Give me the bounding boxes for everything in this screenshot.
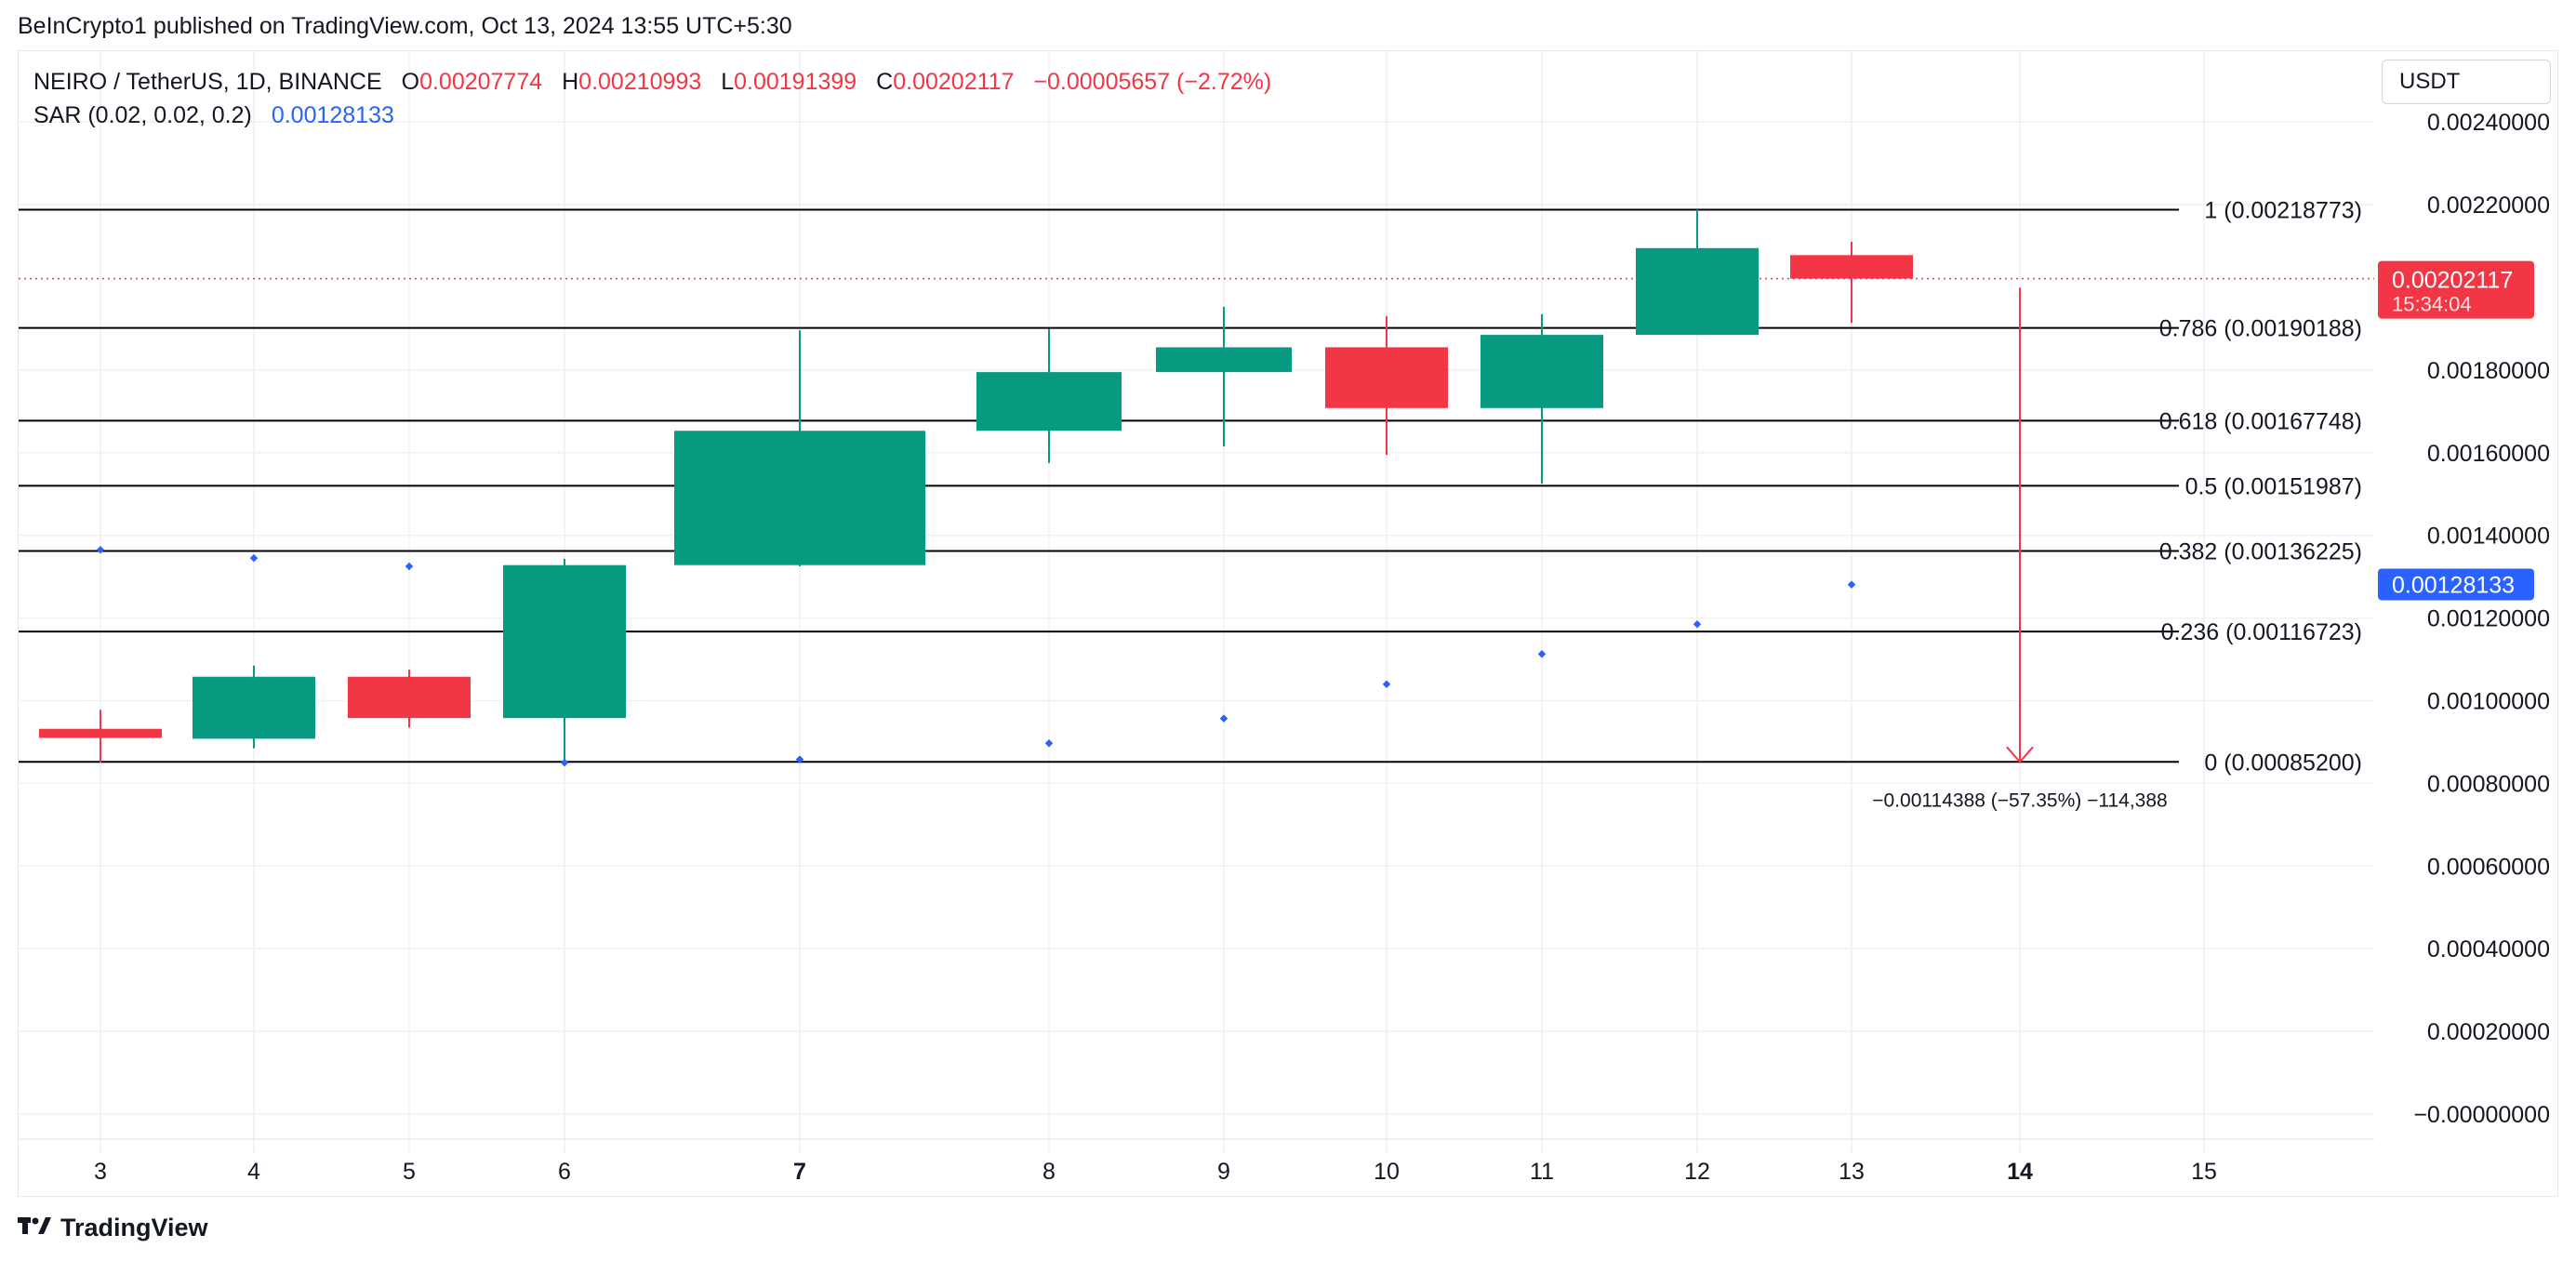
projection-label: −0.00114388 (−57.35%) −114,388 bbox=[1872, 790, 2167, 811]
footer-brand: TradingView bbox=[60, 1214, 208, 1241]
time-tick-label: 12 bbox=[1684, 1159, 1710, 1185]
time-tick-label: 5 bbox=[403, 1159, 416, 1185]
candle-body bbox=[503, 564, 626, 719]
candle-body bbox=[1636, 247, 1759, 336]
sar-dot bbox=[1044, 739, 1054, 748]
last-price-value: 0.00202117 bbox=[2392, 268, 2513, 294]
indicator-legend-row: SAR (0.02, 0.02, 0.2) 0.00128133 bbox=[33, 99, 1271, 132]
high-label: H bbox=[562, 69, 579, 95]
time-tick-label: 3 bbox=[94, 1159, 107, 1185]
sar-dot bbox=[1537, 650, 1547, 658]
price-tick-label: 0.00120000 bbox=[2427, 606, 2550, 632]
fib-level-label: 0.236 (0.00116723) bbox=[2161, 619, 2362, 645]
candle-body bbox=[348, 676, 471, 719]
chart-frame bbox=[18, 50, 2558, 1197]
time-tick-label: 8 bbox=[1042, 1159, 1056, 1185]
price-tick-label: 0.00040000 bbox=[2427, 936, 2550, 962]
candle-body bbox=[1481, 335, 1603, 408]
candle-body bbox=[1790, 255, 1913, 279]
time-tick-label: 11 bbox=[1530, 1159, 1554, 1185]
price-tick-label: 0.00060000 bbox=[2427, 854, 2550, 880]
chart-legend: NEIRO / TetherUS, 1D, BINANCE O0.0020777… bbox=[33, 65, 1271, 132]
tradingview-logo-icon bbox=[18, 1214, 51, 1242]
sar-dot bbox=[1382, 680, 1391, 688]
sar-dot bbox=[560, 758, 569, 767]
sar-dot bbox=[405, 562, 414, 571]
open-value: 0.00207774 bbox=[419, 69, 543, 95]
time-tick-label: 6 bbox=[558, 1159, 571, 1185]
candle-body bbox=[1325, 347, 1448, 408]
high-value: 0.00210993 bbox=[578, 69, 702, 95]
sar-price-value: 0.00128133 bbox=[2392, 572, 2515, 598]
price-tick-label: −0.00000000 bbox=[2413, 1102, 2550, 1128]
grid-lines bbox=[19, 51, 2374, 1153]
sar-dot bbox=[1847, 580, 1856, 589]
sar-dot bbox=[1693, 620, 1702, 629]
low-label: L bbox=[721, 69, 735, 95]
price-tick-label: 0.00220000 bbox=[2427, 192, 2550, 219]
price-tick-label: 0.00100000 bbox=[2427, 689, 2550, 715]
price-axis[interactable]: 0.00240000 0.00220000 0.00180000 0.00160000… bbox=[2378, 110, 2550, 1128]
fib-level-label: 0.5 (0.00151987) bbox=[2185, 473, 2362, 499]
change-value: −0.00005657 (−2.72%) bbox=[1033, 69, 1272, 95]
tradingview-branding: TradingView bbox=[18, 1214, 208, 1242]
publish-attribution: BeInCrypto1 published on TradingView.com… bbox=[18, 13, 792, 39]
fib-level-label: 0.618 (0.00167748) bbox=[2159, 408, 2362, 434]
price-tick-label: 0.00140000 bbox=[2427, 524, 2550, 550]
close-value: 0.00202117 bbox=[893, 69, 1015, 95]
currency-selector[interactable]: USDT bbox=[2382, 60, 2551, 104]
symbol-title[interactable]: NEIRO / TetherUS, 1D, BINANCE bbox=[33, 69, 382, 95]
sar-price-badge bbox=[2378, 568, 2534, 601]
time-axis[interactable]: 3 4 5 6 7 8 9 10 11 12 13 14 15 bbox=[94, 1159, 2217, 1185]
fib-level-label: 0 (0.00085200) bbox=[2204, 750, 2362, 776]
low-value: 0.00191399 bbox=[734, 69, 857, 95]
price-tick-label: 0.00160000 bbox=[2427, 441, 2550, 467]
candle-body bbox=[674, 431, 925, 565]
indicator-value: 0.00128133 bbox=[271, 102, 394, 128]
candle-body bbox=[39, 728, 162, 738]
last-price-countdown: 15:34:04 bbox=[2392, 293, 2472, 316]
sar-dot bbox=[249, 553, 259, 563]
sar-dot bbox=[795, 755, 804, 763]
candles bbox=[39, 209, 1913, 763]
time-tick-label: 15 bbox=[2191, 1159, 2217, 1185]
candle-body bbox=[976, 372, 1122, 431]
time-tick-label: 9 bbox=[1217, 1159, 1230, 1185]
time-tick-label: 13 bbox=[1839, 1159, 1865, 1185]
close-label: C bbox=[876, 69, 894, 95]
sar-dot bbox=[96, 546, 105, 554]
time-tick-label: 10 bbox=[1374, 1159, 1400, 1185]
open-label: O bbox=[401, 69, 420, 95]
fib-level-label: 1 (0.00218773) bbox=[2204, 198, 2362, 224]
time-tick-label: 14 bbox=[2007, 1159, 2033, 1185]
projection-arrow-head bbox=[2006, 746, 2034, 763]
symbol-legend-row: NEIRO / TetherUS, 1D, BINANCE O0.0020777… bbox=[33, 65, 1271, 99]
fib-level-label: 0.382 (0.00136225) bbox=[2159, 538, 2362, 564]
tradingview-logo-svg bbox=[18, 1217, 51, 1234]
price-tick-label: 0.00240000 bbox=[2427, 110, 2550, 136]
candle-body bbox=[1156, 347, 1292, 373]
fib-level-label: 0.786 (0.00190188) bbox=[2159, 316, 2362, 342]
time-tick-label: 7 bbox=[793, 1159, 806, 1185]
sar-dots bbox=[96, 546, 1856, 767]
price-tick-label: 0.00180000 bbox=[2427, 358, 2550, 384]
candle-body bbox=[193, 676, 315, 739]
sar-dot bbox=[1219, 714, 1228, 723]
time-tick-label: 4 bbox=[247, 1159, 260, 1185]
price-projection[interactable]: −0.00114388 (−57.35%) −114,388 bbox=[1872, 287, 2168, 811]
price-tick-label: 0.00020000 bbox=[2427, 1019, 2550, 1045]
last-price-badge bbox=[2378, 260, 2534, 319]
price-tick-label: 0.00080000 bbox=[2427, 771, 2550, 797]
indicator-title[interactable]: SAR (0.02, 0.02, 0.2) bbox=[33, 102, 252, 128]
